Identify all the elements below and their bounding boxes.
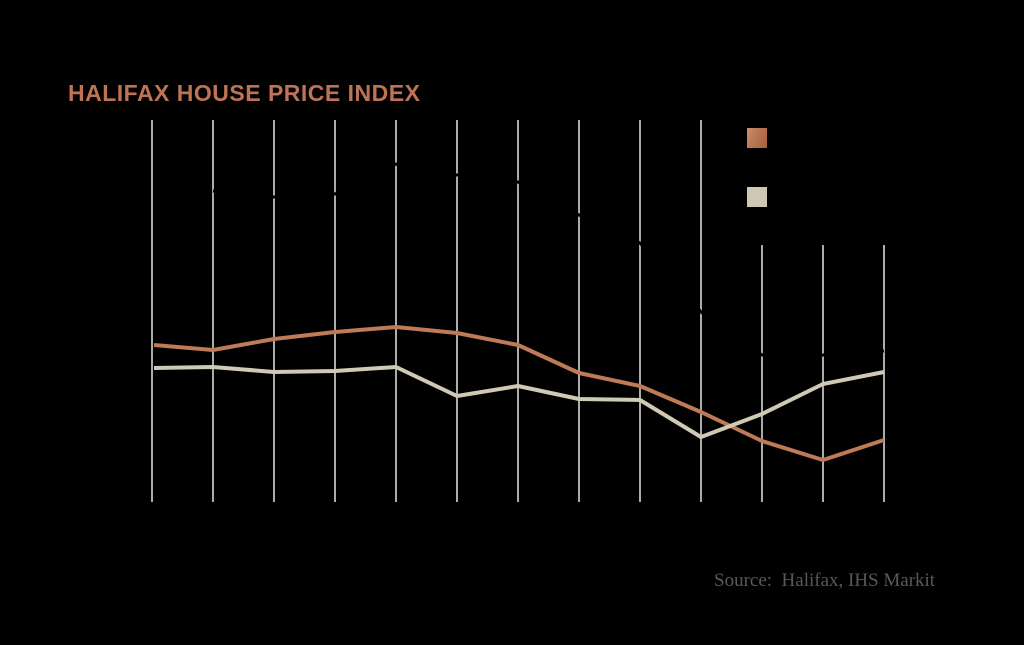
terracotta-line [153,325,885,462]
cream-line [153,365,885,439]
background-black-line [212,162,885,357]
legend-swatch-terracotta [747,128,767,148]
chart-title: HALIFAX HOUSE PRICE INDEX [68,80,421,106]
source-attribution: Source: Halifax, IHS Markit [714,570,936,591]
legend-swatch-cream [747,187,767,207]
